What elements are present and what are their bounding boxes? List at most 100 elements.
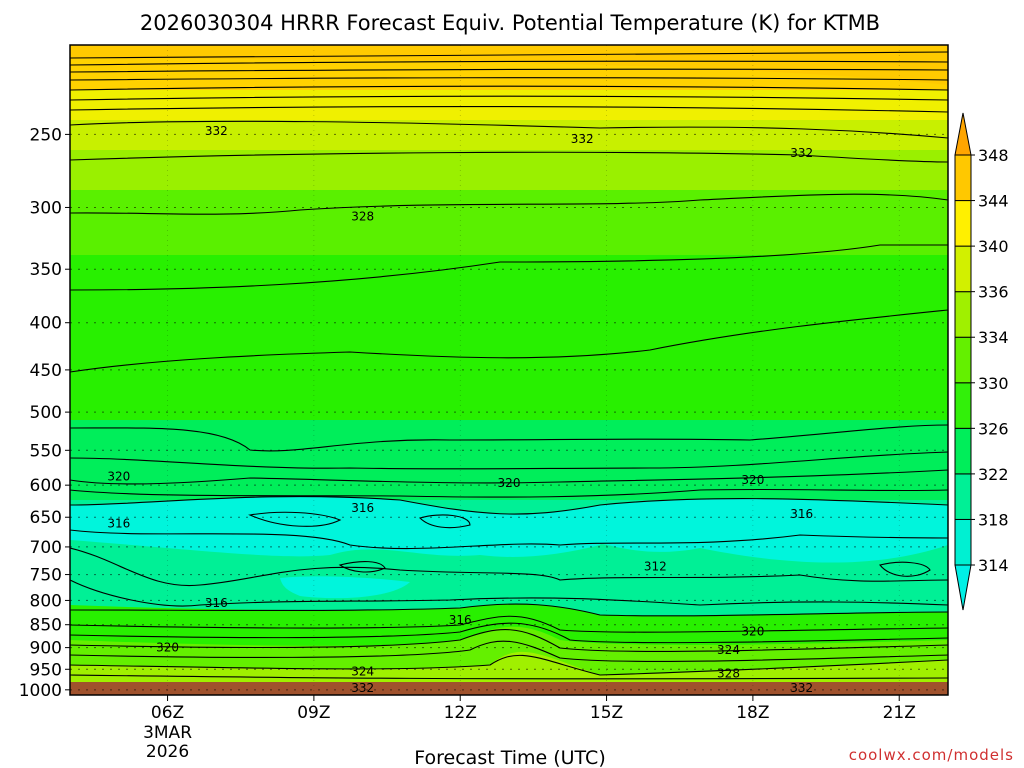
y-tick-label: 1000: [19, 681, 62, 701]
contour-label: 332: [351, 681, 374, 695]
contour-label: 320: [498, 476, 521, 490]
x-tick-label: 12Z: [444, 703, 477, 723]
fill-band: [70, 190, 948, 255]
contour-line: [70, 674, 948, 680]
y-tick-label: 500: [30, 403, 62, 423]
contour-line: [70, 654, 948, 676]
contour-label: 316: [205, 596, 228, 610]
colorbar-segment: [954, 200, 972, 247]
y-tick-label: 700: [30, 538, 62, 558]
contour-label: 320: [156, 641, 179, 655]
fill-band: [70, 45, 948, 85]
contour-line: [70, 309, 948, 373]
contour-label: 332: [205, 124, 228, 138]
y-tick-label: 900: [30, 639, 62, 659]
surface-band: [70, 682, 948, 695]
contour-line: [70, 193, 948, 215]
contour-line: [70, 496, 948, 515]
y-tick-label: 250: [30, 125, 62, 145]
contour-line: [70, 529, 948, 550]
contour-label: 324: [351, 664, 374, 678]
contour-line: [70, 77, 948, 81]
contour-label: 328: [717, 666, 740, 680]
colorbar-label: 318: [978, 510, 1009, 529]
colorbar-label: 326: [978, 419, 1009, 438]
contour-line: [70, 151, 948, 163]
contour-label: 320: [741, 625, 764, 639]
y-tick-label: 800: [30, 591, 62, 611]
y-tick-label: 300: [30, 198, 62, 218]
contour-line: [70, 105, 948, 113]
fill-band: [70, 150, 948, 190]
contour-line: [70, 95, 948, 101]
contour-line: [70, 244, 948, 291]
colorbar-segment: [954, 473, 972, 520]
contour-line: [338, 561, 386, 573]
colorbar-segment: [954, 427, 972, 475]
x-tick-label: 06Z: [151, 703, 184, 723]
colorbar-label: 334: [978, 328, 1009, 347]
contour-line: [70, 615, 948, 633]
colorbar-label: 340: [978, 237, 1009, 256]
fill-band: [70, 255, 948, 420]
x-date-label: 2026: [146, 742, 189, 762]
colorbar-top-arrow: [954, 112, 972, 156]
colorbar-label: 330: [978, 374, 1009, 393]
contour-line: [70, 640, 948, 663]
colorbar-label: 344: [978, 192, 1009, 211]
contour-line: [70, 469, 948, 485]
fill-band: [70, 90, 948, 120]
y-tick-label: 600: [30, 476, 62, 496]
fill-band: [280, 576, 410, 599]
contour-line: [70, 629, 948, 653]
y-tick-label: 750: [30, 566, 62, 586]
colorbar-label: 314: [978, 556, 1009, 575]
fill-band: [70, 420, 948, 500]
y-tick-label: 400: [30, 314, 62, 334]
colorbar-segment: [954, 336, 972, 384]
contour-line: [70, 622, 948, 644]
contour-label: 316: [351, 501, 374, 515]
contour-line: [70, 579, 948, 607]
chart-title: 2026030304 HRRR Forecast Equiv. Potentia…: [140, 11, 880, 35]
contour-line: [70, 603, 948, 617]
colorbar-label: 348: [978, 146, 1009, 165]
x-tick-label: 18Z: [736, 703, 769, 723]
contour-label: 332: [790, 146, 813, 160]
contour-label: 328: [351, 210, 374, 224]
color-fill: [70, 45, 948, 695]
y-tick-label: 450: [30, 361, 62, 381]
x-date-label: 3MAR: [143, 723, 192, 743]
contour-line: [70, 451, 948, 470]
contour-lines: [70, 51, 948, 680]
contour-label: 332: [790, 681, 813, 695]
x-tick-label: 15Z: [590, 703, 623, 723]
y-axis: 250 300 350 400 450 500 550 600 650 700 750 800 850 9…: [19, 125, 70, 701]
y-tick-label: 350: [30, 260, 62, 280]
contour-line: [70, 85, 948, 91]
contour-line: [70, 120, 948, 139]
contour-label: 332: [571, 132, 594, 146]
pressure-gridlines: [70, 45, 948, 695]
contour-line: [248, 511, 342, 527]
contour-label: 316: [449, 613, 472, 627]
contour-label: 316: [107, 516, 130, 530]
plot-area: [70, 45, 948, 695]
y-tick-label: 650: [30, 508, 62, 528]
contours: [70, 51, 948, 680]
contour-line: [70, 60, 948, 66]
y-tick-label: 550: [30, 441, 62, 461]
x-tick-label: 21Z: [883, 703, 916, 723]
x-tick-label: 09Z: [297, 703, 330, 723]
x-axis-label: Forecast Time (UTC): [414, 747, 605, 768]
colorbar-bottom-arrow: [954, 564, 972, 611]
contour-label: 324: [717, 643, 740, 657]
contour-line: [70, 68, 948, 73]
colorbar-segment: [954, 154, 972, 202]
contour-labels: 332 332 332 328 320 320 320 316 316 316 312 316 316 3…: [107, 124, 813, 695]
contour-label: 320: [741, 473, 764, 487]
fill-band: [70, 120, 948, 150]
contour-line: [70, 547, 948, 587]
